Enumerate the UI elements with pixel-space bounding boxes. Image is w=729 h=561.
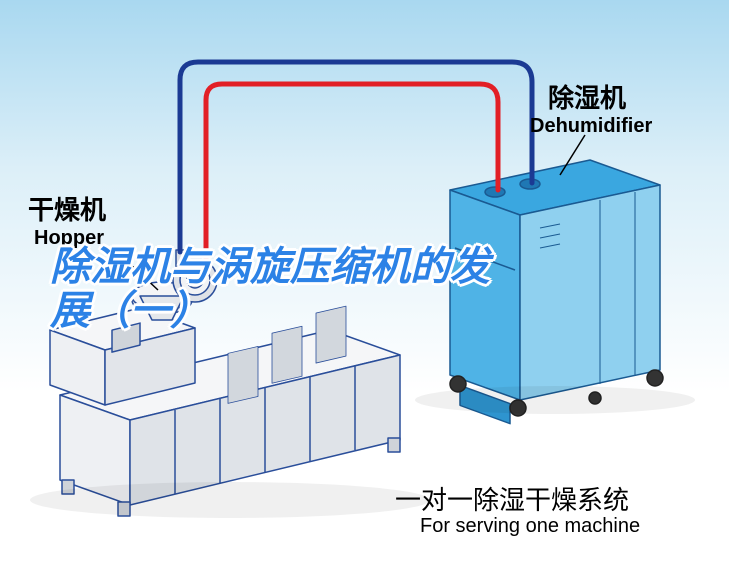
hopper-machine [50,250,400,516]
shadow-dehumidifier [415,386,695,414]
shadow-hopper [30,482,430,518]
system-diagram [0,0,729,561]
hopper-leader [115,250,158,290]
dehumidifier-unit [450,160,663,424]
